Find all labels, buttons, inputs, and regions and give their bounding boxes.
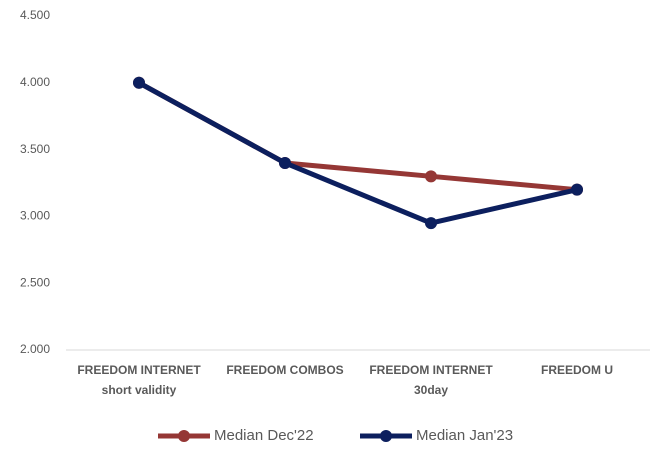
data-point xyxy=(571,183,583,196)
data-point xyxy=(133,76,145,89)
legend-marker xyxy=(380,430,392,442)
y-tick-label: 3.500 xyxy=(20,142,50,156)
x-tick-label: FREEDOM COMBOS xyxy=(226,363,343,377)
x-tick-label: FREEDOM INTERNET xyxy=(369,363,493,377)
y-tick-label: 3.000 xyxy=(20,209,50,223)
legend-label: Median Jan'23 xyxy=(416,427,513,444)
x-tick-label: short validity xyxy=(102,383,177,397)
y-tick-label: 2.500 xyxy=(20,275,50,289)
legend-label: Median Dec'22 xyxy=(214,427,314,444)
x-tick-label: FREEDOM U xyxy=(541,363,613,377)
y-tick-label: 2.000 xyxy=(20,342,50,356)
x-tick-label: FREEDOM INTERNET xyxy=(77,363,201,377)
y-tick-label: 4.000 xyxy=(20,75,50,89)
x-tick-label: 30day xyxy=(414,383,448,397)
legend-marker xyxy=(178,430,190,442)
data-point xyxy=(425,217,437,230)
series-line xyxy=(137,80,578,226)
data-point xyxy=(279,156,291,169)
series-line xyxy=(137,80,578,193)
y-tick-label: 4.500 xyxy=(20,8,50,22)
data-point xyxy=(425,170,437,183)
